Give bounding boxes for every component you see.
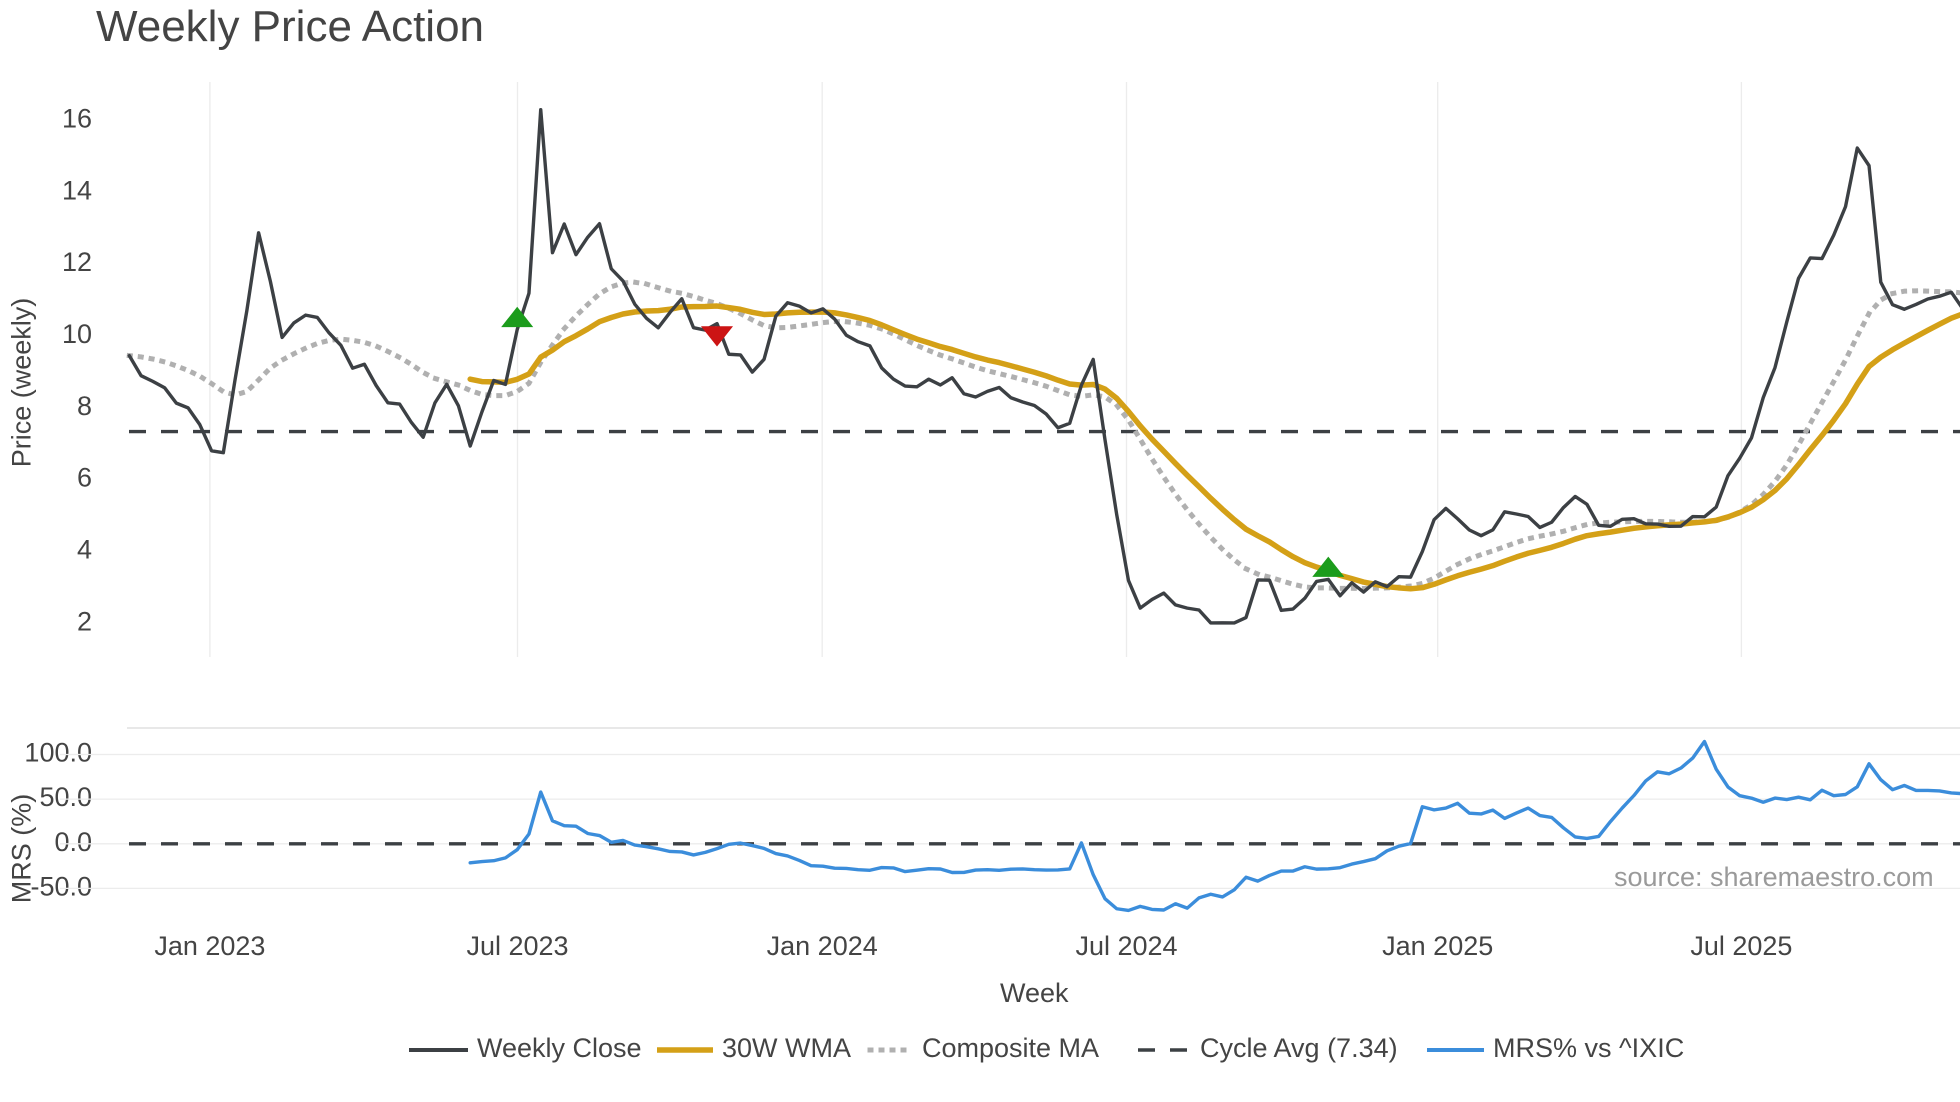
svg-text:Composite MA: Composite MA xyxy=(922,1033,1099,1063)
svg-text:Weekly Close: Weekly Close xyxy=(477,1033,642,1063)
svg-text:Cycle Avg (7.34): Cycle Avg (7.34) xyxy=(1200,1033,1398,1063)
svg-text:MRS% vs ^IXIC: MRS% vs ^IXIC xyxy=(1493,1033,1684,1063)
svg-text:30W WMA: 30W WMA xyxy=(722,1033,851,1063)
